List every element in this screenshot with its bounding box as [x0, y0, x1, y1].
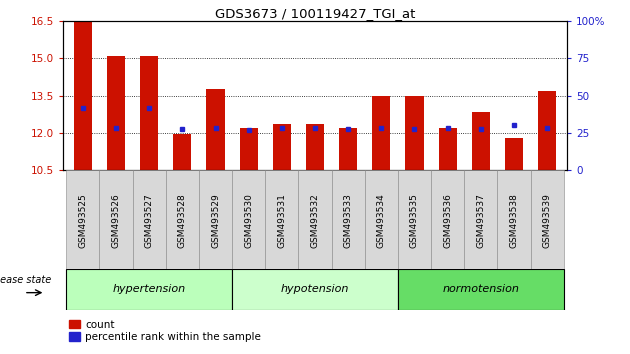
Bar [166, 170, 199, 271]
Text: hypotension: hypotension [281, 284, 349, 295]
Bar [398, 170, 431, 271]
Text: GSM493530: GSM493530 [244, 193, 253, 248]
Bar [398, 269, 564, 310]
Title: GDS3673 / 100119427_TGI_at: GDS3673 / 100119427_TGI_at [215, 7, 415, 20]
Bar [207, 89, 225, 170]
Bar [265, 170, 299, 271]
Legend: count, percentile rank within the sample: count, percentile rank within the sample [68, 319, 262, 343]
Bar [66, 170, 100, 271]
Bar [438, 128, 457, 170]
Bar [232, 170, 265, 271]
Bar [530, 170, 564, 271]
Bar [239, 128, 258, 170]
Text: GSM493537: GSM493537 [476, 193, 485, 248]
Text: GSM493538: GSM493538 [510, 193, 518, 248]
Text: GSM493532: GSM493532 [311, 193, 319, 248]
Text: hypertension: hypertension [113, 284, 186, 295]
Text: GSM493534: GSM493534 [377, 193, 386, 248]
Bar [405, 96, 423, 170]
Bar [372, 96, 391, 170]
Bar [273, 124, 291, 170]
Bar [107, 56, 125, 170]
Text: normotension: normotension [442, 284, 519, 295]
Bar [497, 170, 530, 271]
Bar [431, 170, 464, 271]
Bar [173, 134, 192, 170]
Bar [365, 170, 398, 271]
Bar [100, 170, 133, 271]
Bar [299, 170, 331, 271]
Text: GSM493535: GSM493535 [410, 193, 419, 248]
Bar [339, 128, 357, 170]
Bar [199, 170, 232, 271]
Bar [464, 170, 497, 271]
Text: GSM493528: GSM493528 [178, 193, 187, 248]
Text: GSM493526: GSM493526 [112, 193, 120, 248]
Text: disease state: disease state [0, 275, 52, 285]
Text: GSM493529: GSM493529 [211, 193, 220, 248]
Text: GSM493531: GSM493531 [277, 193, 287, 248]
Bar [538, 91, 556, 170]
Text: GSM493533: GSM493533 [343, 193, 353, 248]
Bar [331, 170, 365, 271]
Text: GSM493527: GSM493527 [145, 193, 154, 248]
Bar [505, 138, 523, 170]
Bar [306, 124, 324, 170]
Bar [74, 21, 92, 170]
Bar [232, 269, 398, 310]
Text: GSM493525: GSM493525 [78, 193, 88, 248]
Bar [133, 170, 166, 271]
Bar [472, 112, 490, 170]
Bar [140, 56, 158, 170]
Text: GSM493539: GSM493539 [542, 193, 552, 248]
Text: GSM493536: GSM493536 [443, 193, 452, 248]
Bar [66, 269, 232, 310]
